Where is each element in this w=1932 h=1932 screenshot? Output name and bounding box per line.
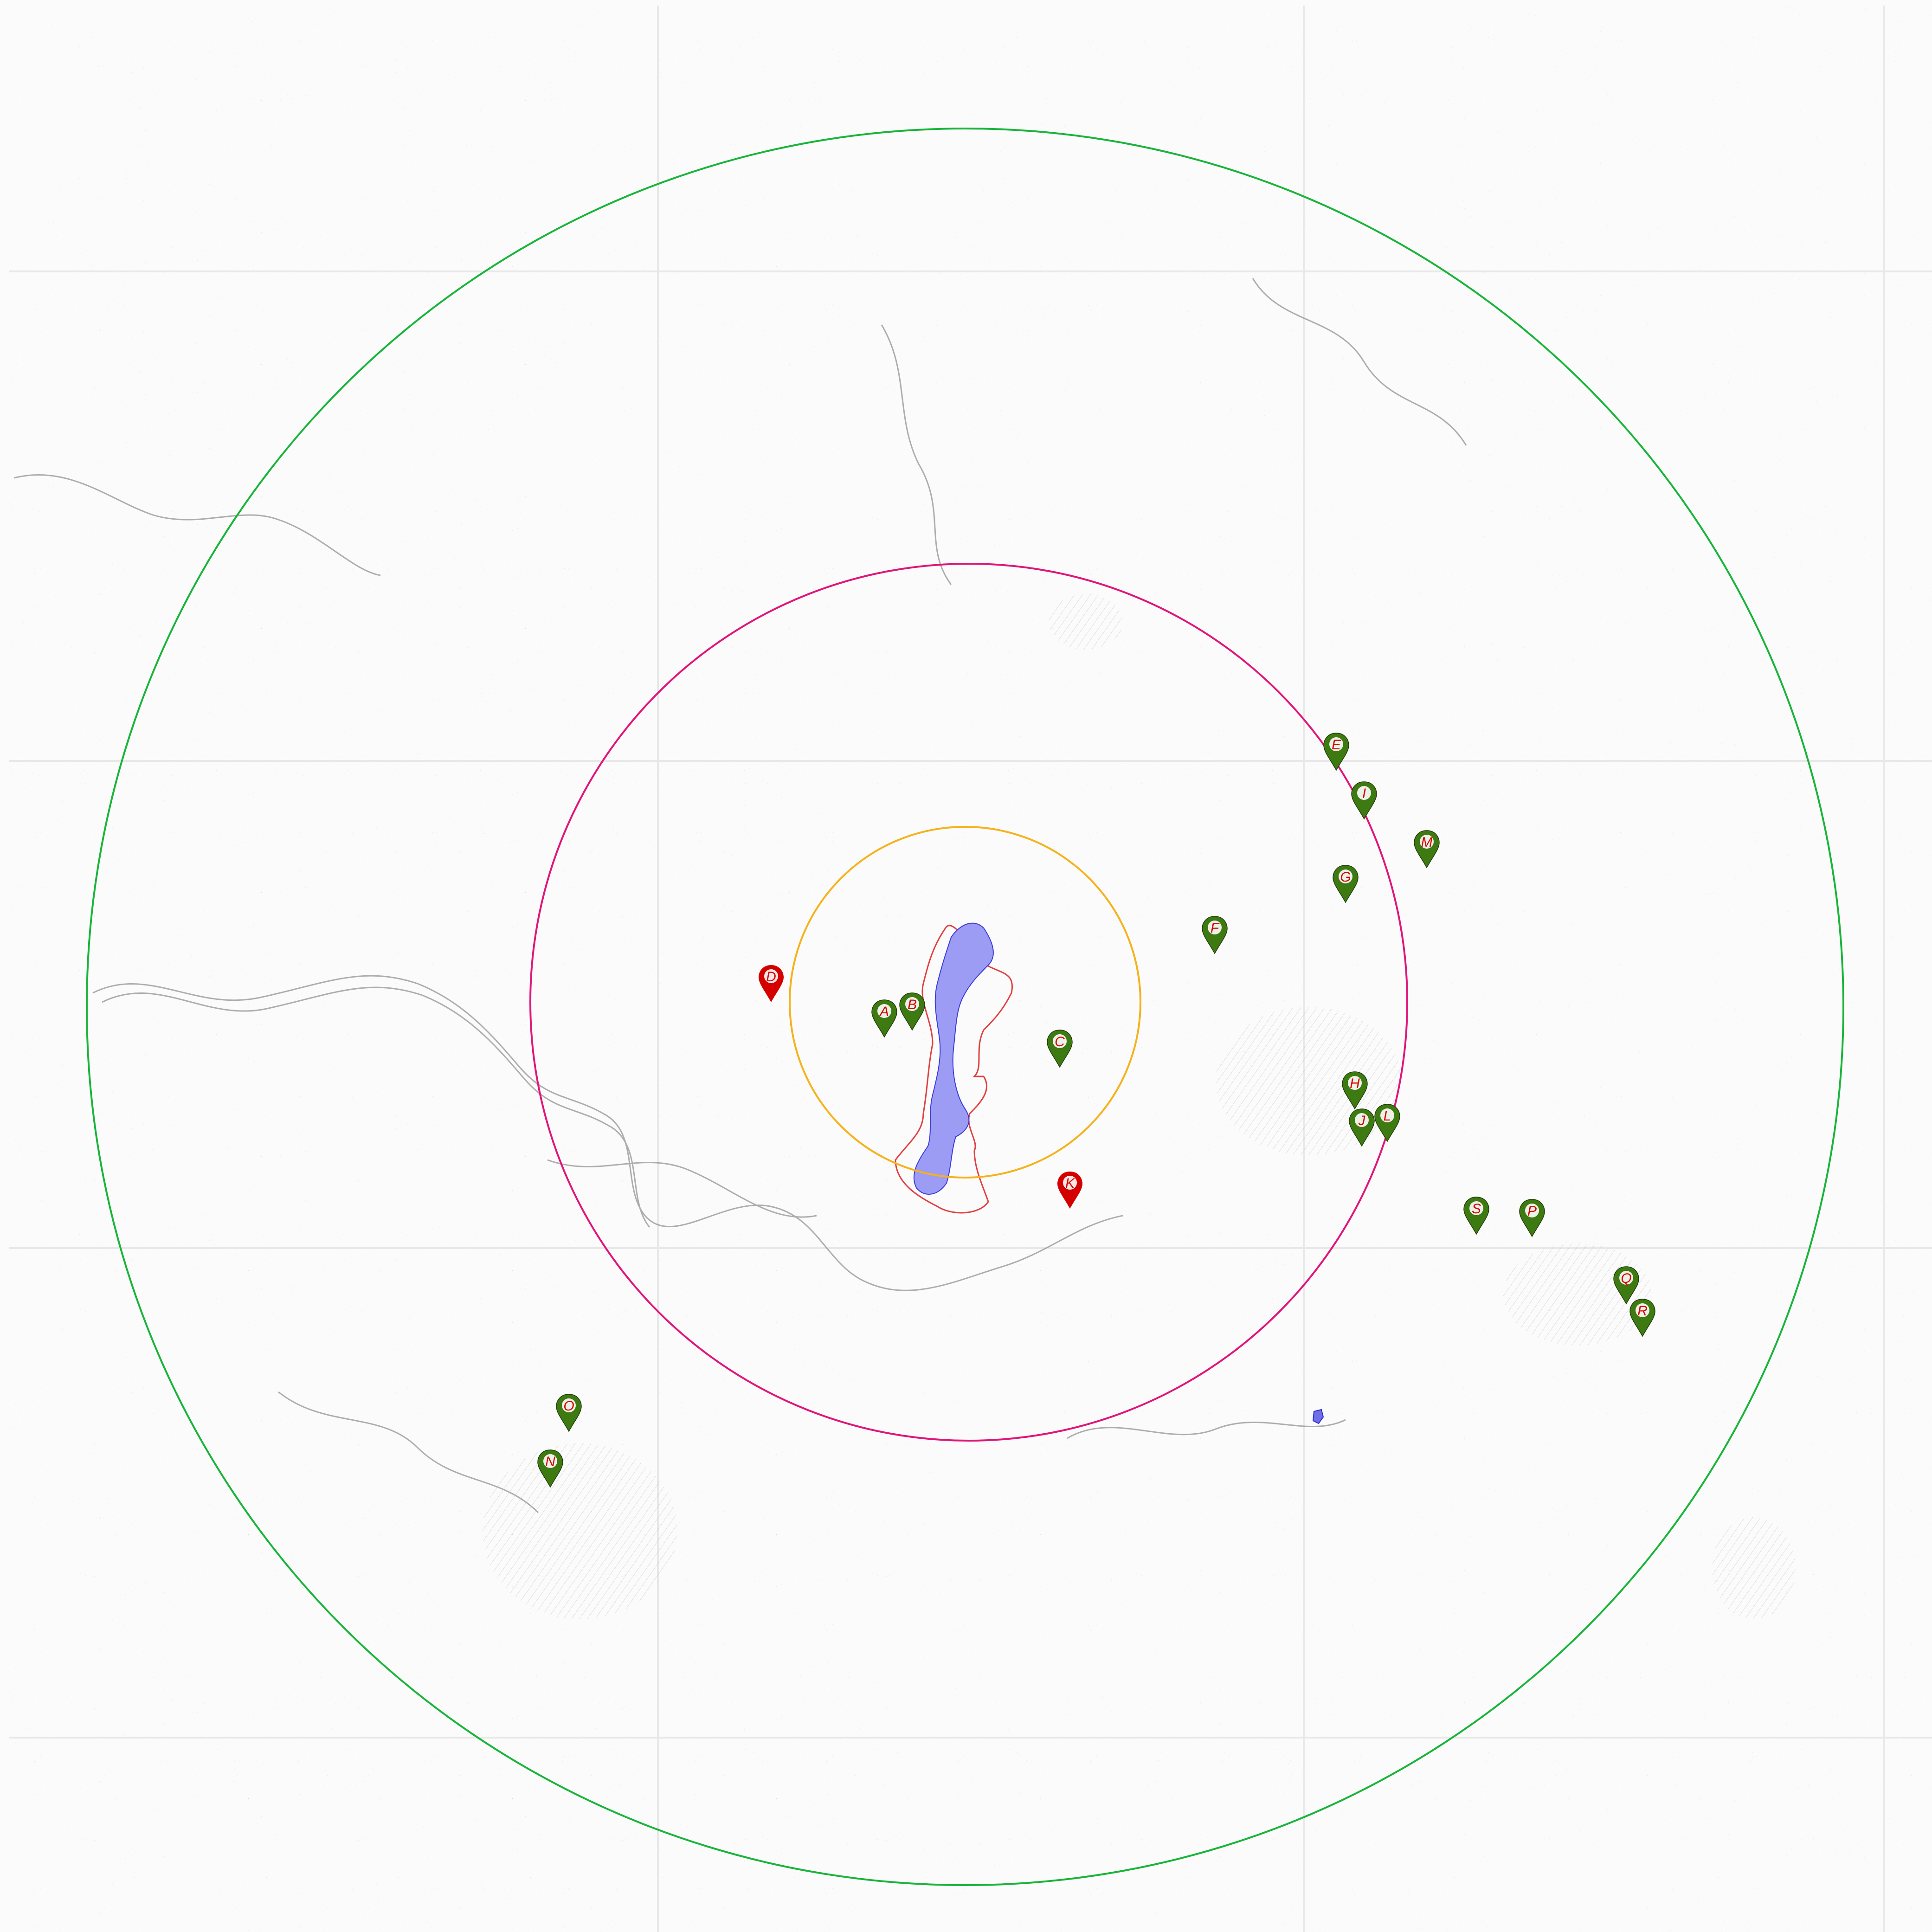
map-pin-center (1636, 1303, 1649, 1317)
map-marker-label: S (1472, 1201, 1481, 1217)
map-marker-label: B (908, 997, 917, 1012)
map-marker-g[interactable]: G (1333, 865, 1359, 903)
map-marker-p[interactable]: P (1519, 1199, 1545, 1237)
map-marker-o[interactable]: O (556, 1394, 582, 1432)
map-marker-label: J (1358, 1113, 1366, 1128)
map-marker-label: Q (1621, 1271, 1631, 1286)
map-marker-s[interactable]: S (1463, 1197, 1489, 1235)
map-pin-center (764, 969, 778, 983)
map-marker-f[interactable]: F (1202, 916, 1228, 954)
map-marker-label: M (1421, 835, 1433, 850)
map-marker-label: L (1384, 1108, 1391, 1124)
map-marker-label: P (1527, 1204, 1537, 1219)
map-urban-areas (483, 594, 1796, 1619)
map-marker-label: G (1340, 869, 1351, 885)
map-pin-center (1208, 921, 1222, 934)
map-pin-center (1619, 1271, 1633, 1285)
map-pin-center (1355, 1113, 1369, 1127)
map-pin-center (1469, 1201, 1483, 1215)
map-marker-d[interactable]: D (759, 965, 784, 1002)
middle-ring (529, 563, 1408, 1442)
map-marker-label: F (1211, 921, 1220, 936)
map-marker-i[interactable]: I (1351, 781, 1377, 820)
map-pin-center (1357, 786, 1371, 800)
map-pin-center (562, 1398, 576, 1412)
map-pin-center (877, 1004, 891, 1018)
map-marker-label: C (1055, 1034, 1065, 1050)
map-marker-l[interactable]: L (1374, 1104, 1400, 1142)
map-sheet-grid (9, 6, 1932, 1932)
map-marker-r[interactable]: R (1629, 1299, 1655, 1337)
map-pin-center (1380, 1108, 1394, 1122)
map-marker-label: O (563, 1398, 574, 1414)
map-terrain (13, 278, 1467, 1513)
map-marker-c[interactable]: C (1047, 1030, 1073, 1068)
map-pin-center (1063, 1176, 1077, 1190)
map-marker-a[interactable]: A (871, 999, 897, 1038)
map-marker-label: A (879, 1004, 889, 1019)
map-pin-center (1420, 835, 1434, 849)
inner-ring (789, 826, 1141, 1179)
map-marker-h[interactable]: H (1342, 1071, 1368, 1110)
map-marker-label: N (545, 1454, 555, 1469)
map-pin-center (1525, 1204, 1539, 1217)
map-marker-m[interactable]: M (1414, 830, 1440, 869)
small-pond (1312, 1409, 1324, 1424)
project-boundary (895, 925, 1013, 1214)
reservoir (913, 922, 994, 1195)
map-pin-center (1053, 1034, 1067, 1048)
map-marker-label: I (1362, 786, 1366, 801)
map-marker-n[interactable]: N (537, 1449, 563, 1488)
map-marker-q[interactable]: Q (1613, 1266, 1639, 1305)
map-pin-center (1348, 1076, 1362, 1090)
map-marker-b[interactable]: B (899, 992, 925, 1031)
map-marker-label: K (1065, 1176, 1075, 1191)
map-marker-label: H (1350, 1076, 1360, 1091)
outer-ring (86, 128, 1844, 1886)
map-pin-center (1329, 737, 1343, 751)
map-pin-center (905, 997, 919, 1011)
map-marker-label: R (1637, 1303, 1648, 1319)
map-marker-label: E (1332, 737, 1341, 753)
map-pin-center (543, 1454, 557, 1468)
map-marker-e[interactable]: E (1323, 733, 1349, 771)
map-marker-j[interactable]: J (1349, 1108, 1375, 1147)
marker-layer: A B C D E F G H I J K L M N O P Q R S (537, 733, 1655, 1488)
map-marker-k[interactable]: K (1057, 1172, 1082, 1209)
map-marker-label: D (766, 969, 776, 985)
map-pin-center (1339, 869, 1352, 883)
